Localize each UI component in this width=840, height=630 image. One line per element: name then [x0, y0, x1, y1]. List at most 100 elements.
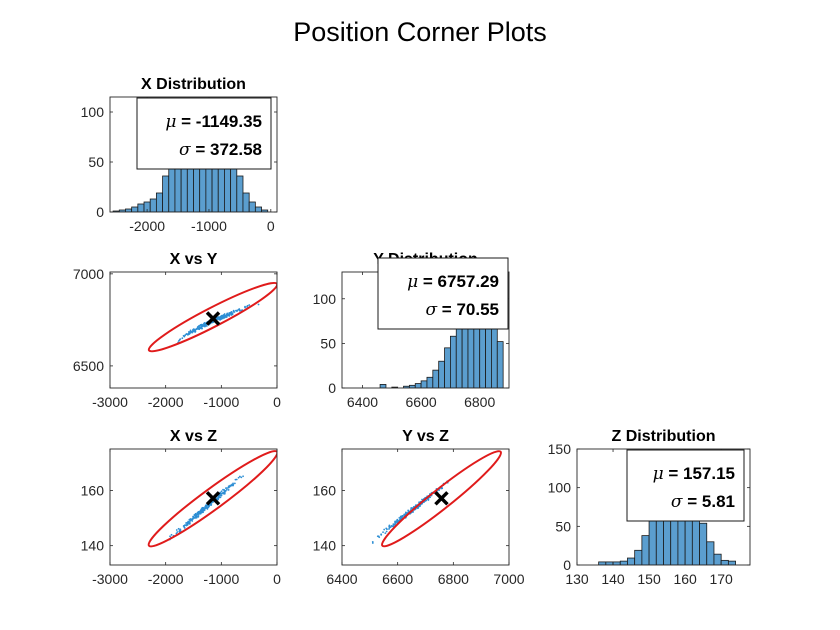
- x_vs_y-title: X vs Y: [170, 251, 218, 268]
- x_vs_y-axes-box: [109, 271, 278, 389]
- x_vs_z-point: [194, 517, 196, 519]
- x_vs_z-point: [178, 530, 181, 533]
- y_hist-bar: [449, 335, 457, 388]
- x_vs_z-point: [238, 475, 241, 478]
- x_vs_z-plot-area: [110, 449, 277, 565]
- y_vs_z-point: [396, 519, 399, 522]
- y_vs_z-mean-marker: [434, 491, 449, 506]
- x_vs_z-point: [235, 478, 238, 481]
- x_vs_y-point: [197, 325, 200, 328]
- x_vs_y-panel: -3000 -2000 -1000 0 6500 7000 X vs Y: [73, 251, 281, 410]
- x_hist-y-tick-label: 0: [96, 204, 104, 220]
- x_vs_z-point: [223, 489, 225, 492]
- x_vs_z-point: [202, 506, 205, 509]
- x_vs_z-point: [196, 513, 199, 515]
- x_vs_y-point: [228, 313, 231, 316]
- y_vs_z-y-tick-label: 160: [313, 482, 337, 498]
- z_hist-bar: [619, 560, 628, 565]
- x_vs_z-point: [228, 485, 231, 488]
- y_vs_z-data: [371, 450, 502, 548]
- y_vs_z-axes-box: [341, 448, 510, 566]
- x_vs_z-point: [230, 484, 233, 487]
- z_hist-bar: [641, 535, 650, 565]
- y_hist-bar: [438, 360, 445, 388]
- y_hist-bar: [444, 347, 451, 388]
- y_hist-stats-sigma: σ = 70.55: [425, 300, 499, 320]
- figure-title: Position Corner Plots: [293, 17, 547, 47]
- x_vs_z-point: [220, 490, 223, 493]
- z_hist-bar: [713, 553, 722, 565]
- x_vs_y-point: [199, 327, 202, 330]
- x_hist-bar: [131, 206, 139, 212]
- x_hist-bar: [155, 192, 163, 212]
- x_vs_z-point: [199, 512, 202, 515]
- x_vs_z-point: [240, 476, 243, 479]
- x_hist-x-tick-label: -2000: [129, 218, 165, 234]
- x_vs_y-y-tick-label: 6500: [73, 358, 104, 374]
- x_vs_y-point: [181, 337, 184, 340]
- x_vs_y-point: [217, 317, 219, 320]
- x_vs_y-point: [248, 304, 251, 306]
- x_hist-stats-box: [136, 97, 272, 170]
- z_hist-stats-mu: μ = 157.15: [653, 464, 735, 484]
- x_vs_z-point: [170, 533, 173, 536]
- x_vs_y-x-tick-label: -1000: [203, 394, 239, 410]
- x_vs_z-title: X vs Z: [170, 428, 217, 445]
- y_hist-y-tick-label: 50: [320, 335, 336, 351]
- x_vs_z-point: [237, 476, 240, 479]
- x_vs_z-point: [183, 526, 186, 528]
- y_vs_z-point: [386, 528, 388, 531]
- z_hist-bar: [634, 549, 643, 565]
- x_vs_y-point: [257, 303, 260, 306]
- x_vs_y-point: [232, 310, 235, 313]
- x_vs_z-point: [185, 524, 188, 527]
- z_hist-bar: [706, 541, 715, 565]
- x_hist-stats-sigma: σ = 372.58: [179, 140, 262, 160]
- x_vs_y-point: [223, 315, 226, 317]
- x_vs_z-x-tick-label: -1000: [203, 571, 239, 587]
- y_hist-bar: [432, 369, 440, 388]
- x_vs_y-point: [223, 313, 226, 315]
- y_vs_z-x-tick-label: 6400: [326, 571, 357, 587]
- x_vs_y-point: [217, 316, 220, 318]
- y_hist-bar: [414, 383, 422, 388]
- y_vs_z-point: [399, 515, 402, 518]
- x_vs_z-point: [219, 493, 221, 496]
- x_vs_y-point: [236, 309, 239, 312]
- x_vs_y-point: [193, 328, 196, 331]
- x_vs_z-y-tick-label: 140: [81, 538, 105, 554]
- z_hist-bar: [612, 561, 621, 565]
- x_vs_z-point: [234, 478, 237, 481]
- x_vs_z-point: [233, 482, 236, 485]
- x_vs_y-point: [231, 312, 234, 315]
- x_vs_z-point: [197, 511, 200, 513]
- z_hist-x-tick-label: 150: [637, 571, 661, 587]
- y_hist-stats-mu: μ = 6757.29: [407, 272, 499, 292]
- y_vs_z-point: [383, 528, 386, 531]
- x_vs_z-point: [219, 496, 222, 499]
- x_vs_z-point: [169, 535, 171, 538]
- x_vs_y-point: [178, 339, 181, 341]
- z_hist-x-tick-label: 160: [673, 571, 697, 587]
- x_vs_z-point: [220, 492, 223, 495]
- x_vs_y-point: [183, 335, 186, 338]
- y_hist-data: [379, 280, 504, 388]
- y_hist-bar: [426, 376, 434, 388]
- z_hist-bar: [727, 560, 736, 565]
- y_vs_z-point: [382, 531, 384, 534]
- x_hist-x-tick-label: 0: [267, 218, 275, 234]
- z_hist-bar: [627, 557, 636, 565]
- x_vs_y-point: [201, 325, 204, 328]
- x_vs_z-point: [191, 520, 194, 522]
- x_hist-axes-box: [109, 96, 278, 213]
- y_vs_z-point: [418, 501, 420, 504]
- x_vs_z-point: [224, 487, 227, 490]
- x_vs_y-x-tick-label: 0: [273, 394, 281, 410]
- x_vs_y-point: [197, 327, 200, 330]
- x_vs_y-point: [204, 323, 207, 326]
- x_hist-bar: [248, 201, 256, 212]
- x_vs_y-point: [184, 334, 187, 337]
- x_vs_y-x-tick-label: -3000: [92, 394, 128, 410]
- x_vs_y-point: [238, 308, 241, 310]
